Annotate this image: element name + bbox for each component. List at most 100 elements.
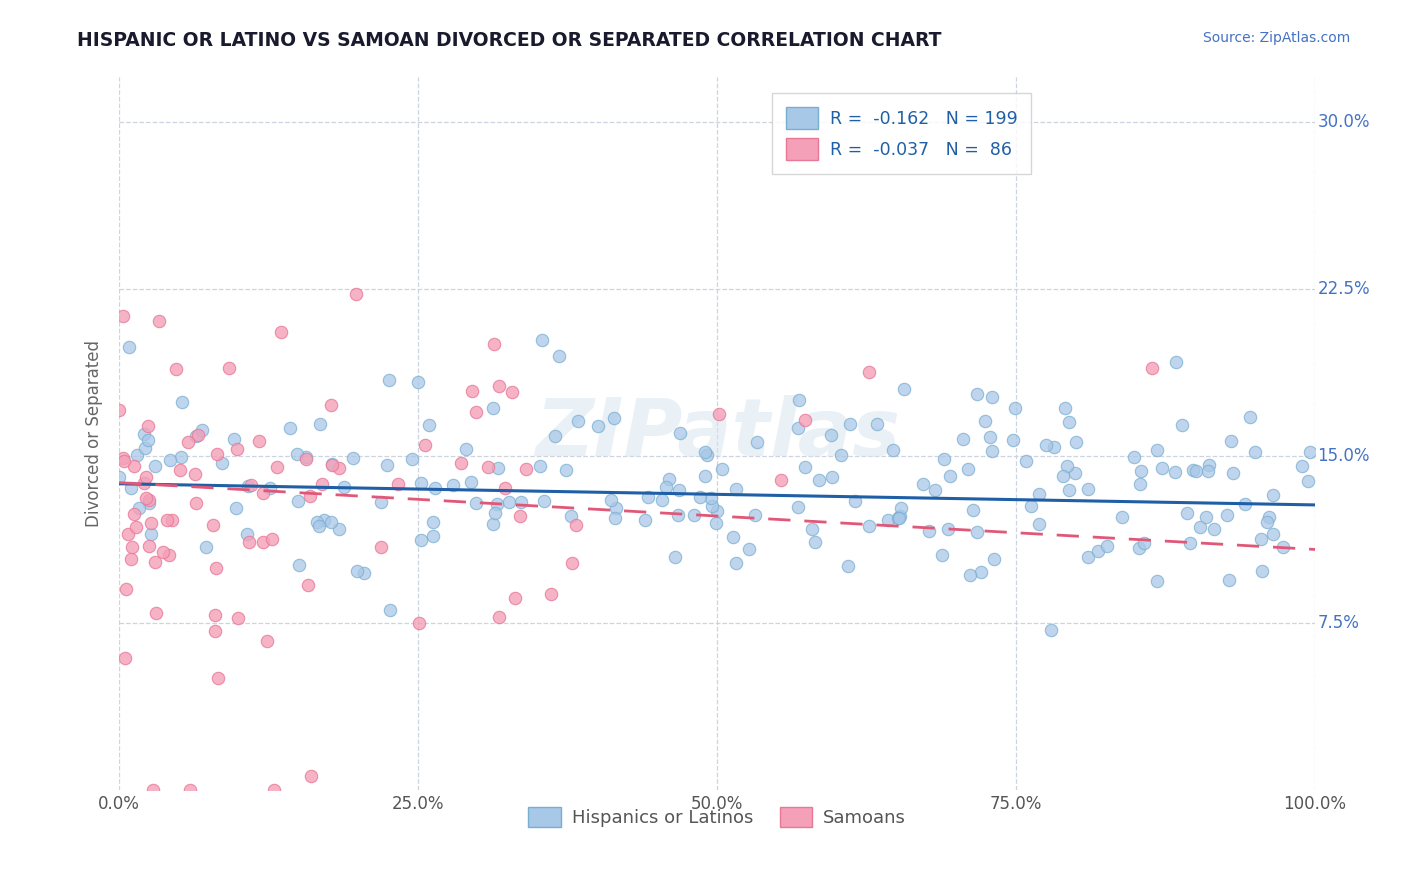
- Point: [482, 401, 505, 415]
- Point: [503, 591, 526, 605]
- Point: [226, 442, 249, 457]
- Point: [938, 469, 960, 483]
- Point: [966, 386, 988, 401]
- Point: [866, 417, 889, 432]
- Point: [725, 556, 748, 570]
- Point: [1140, 361, 1163, 376]
- Point: [1256, 516, 1278, 530]
- Point: [1057, 483, 1080, 497]
- Point: [461, 384, 484, 398]
- Point: [186, 429, 208, 443]
- Text: Source: ZipAtlas.com: Source: ZipAtlas.com: [1202, 31, 1350, 45]
- Point: [509, 508, 531, 523]
- Point: [122, 459, 145, 474]
- Point: [401, 451, 423, 466]
- Point: [142, 783, 165, 797]
- Point: [263, 783, 285, 797]
- Point: [112, 454, 135, 468]
- Point: [858, 366, 880, 380]
- Point: [143, 459, 166, 474]
- Point: [706, 503, 728, 517]
- Point: [204, 561, 226, 575]
- Point: [353, 566, 375, 581]
- Point: [295, 450, 318, 465]
- Point: [346, 564, 368, 578]
- Point: [321, 458, 343, 472]
- Point: [821, 470, 844, 484]
- Point: [170, 395, 193, 409]
- Point: [1219, 434, 1241, 448]
- Point: [565, 517, 588, 532]
- Point: [1002, 433, 1025, 447]
- Point: [488, 610, 510, 624]
- Point: [1198, 458, 1220, 472]
- Text: 30.0%: 30.0%: [1317, 113, 1369, 131]
- Point: [299, 769, 322, 783]
- Point: [561, 557, 583, 571]
- Point: [299, 489, 322, 503]
- Point: [893, 382, 915, 396]
- Point: [205, 446, 228, 460]
- Point: [700, 500, 723, 514]
- Point: [1175, 507, 1198, 521]
- Point: [321, 516, 343, 530]
- Point: [981, 390, 1004, 404]
- Point: [143, 555, 166, 569]
- Point: [1244, 445, 1267, 459]
- Point: [932, 452, 955, 467]
- Point: [794, 459, 817, 474]
- Text: 22.5%: 22.5%: [1317, 280, 1369, 298]
- Point: [1272, 540, 1295, 554]
- Point: [787, 392, 810, 407]
- Point: [1261, 488, 1284, 502]
- Point: [288, 558, 311, 572]
- Point: [1035, 438, 1057, 452]
- Point: [1097, 539, 1119, 553]
- Point: [117, 526, 139, 541]
- Point: [745, 435, 768, 450]
- Point: [145, 607, 167, 621]
- Point: [278, 421, 301, 435]
- Point: [1202, 522, 1225, 536]
- Point: [983, 552, 1005, 566]
- Point: [1251, 564, 1274, 578]
- Point: [225, 500, 247, 515]
- Point: [333, 480, 356, 494]
- Point: [918, 524, 941, 538]
- Point: [725, 482, 748, 496]
- Point: [1182, 463, 1205, 477]
- Legend: Hispanics or Latinos, Samoans: Hispanics or Latinos, Samoans: [522, 800, 914, 834]
- Point: [1195, 510, 1218, 524]
- Point: [1028, 487, 1050, 501]
- Point: [222, 432, 245, 446]
- Point: [959, 567, 981, 582]
- Point: [1261, 527, 1284, 541]
- Point: [1164, 466, 1187, 480]
- Point: [270, 326, 292, 340]
- Point: [287, 494, 309, 508]
- Point: [191, 423, 214, 437]
- Point: [179, 783, 201, 797]
- Point: [132, 427, 155, 442]
- Point: [295, 452, 318, 467]
- Point: [540, 587, 562, 601]
- Y-axis label: Divorced or Separated: Divorced or Separated: [86, 340, 103, 527]
- Point: [693, 444, 716, 458]
- Point: [247, 434, 270, 449]
- Point: [114, 650, 136, 665]
- Point: [252, 486, 274, 500]
- Point: [408, 616, 430, 631]
- Point: [1239, 409, 1261, 424]
- Point: [924, 483, 946, 497]
- Point: [128, 500, 150, 515]
- Point: [187, 427, 209, 442]
- Point: [297, 578, 319, 592]
- Point: [156, 513, 179, 527]
- Point: [693, 469, 716, 483]
- Point: [547, 349, 569, 363]
- Point: [704, 516, 727, 530]
- Point: [911, 476, 934, 491]
- Point: [1019, 499, 1042, 513]
- Point: [422, 515, 444, 529]
- Point: [138, 539, 160, 553]
